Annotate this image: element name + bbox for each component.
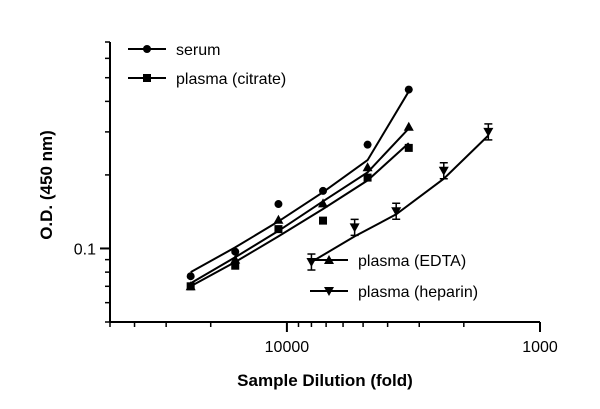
- error-bar: [484, 123, 493, 141]
- data-point: [274, 200, 283, 209]
- data-point: [363, 173, 372, 182]
- legend-marker: [324, 287, 334, 296]
- x-axis-ticks: [109, 322, 541, 332]
- series-triangle-down: [306, 127, 494, 268]
- legend-top-left: serum plasma (citrate): [128, 42, 286, 88]
- legend-marker: [143, 74, 151, 82]
- tick-labels: 0.1 10000 1000: [74, 241, 558, 356]
- data-point: [274, 225, 283, 234]
- error-bar: [439, 162, 448, 180]
- x-tick-label: 10000: [265, 339, 310, 356]
- series-layer: [185, 85, 494, 291]
- fit-curve: [190, 142, 410, 288]
- data-point: [319, 216, 328, 225]
- data-point: [230, 254, 241, 264]
- data-point: [319, 186, 328, 195]
- legend-label: plasma (heparin): [358, 284, 478, 301]
- data-point: [404, 85, 413, 94]
- data-point: [231, 247, 240, 256]
- data-point: [404, 143, 413, 152]
- legend-marker: [324, 255, 334, 264]
- legend-marker: [143, 45, 151, 53]
- y-axis-ticks: [100, 41, 110, 323]
- error-bar: [307, 253, 316, 271]
- legend-label: plasma (citrate): [176, 71, 286, 88]
- data-point: [273, 214, 284, 224]
- data-point: [363, 140, 372, 149]
- x-tick-label: 1000: [522, 339, 558, 356]
- legend-label: plasma (EDTA): [358, 253, 466, 270]
- legend-entry: plasma (heparin): [310, 284, 478, 301]
- legend-bottom-right: plasma (EDTA) plasma (heparin): [310, 253, 478, 301]
- data-point: [231, 261, 240, 270]
- data-point: [362, 162, 373, 172]
- legend-entry: plasma (citrate): [128, 71, 286, 88]
- series-triangle-up: [185, 121, 414, 291]
- legend-entry: serum: [128, 42, 220, 59]
- data-point: [403, 121, 414, 131]
- error-bar: [350, 218, 359, 237]
- data-point: [318, 198, 329, 208]
- x-axis-label: Sample Dilution (fold): [237, 371, 413, 390]
- fit-curve: [190, 90, 410, 273]
- legend-entry: plasma (EDTA): [310, 253, 466, 270]
- y-tick-label: 0.1: [74, 241, 96, 258]
- data-point: [185, 281, 196, 291]
- error-bar: [392, 202, 401, 221]
- legend-label: serum: [176, 42, 220, 59]
- data-point: [186, 272, 195, 281]
- series-circle: [186, 85, 413, 281]
- plot-area: 0.1 10000 1000: [74, 41, 558, 356]
- y-axis-label: O.D. (450 nm): [37, 130, 56, 240]
- fit-curve: [190, 127, 410, 285]
